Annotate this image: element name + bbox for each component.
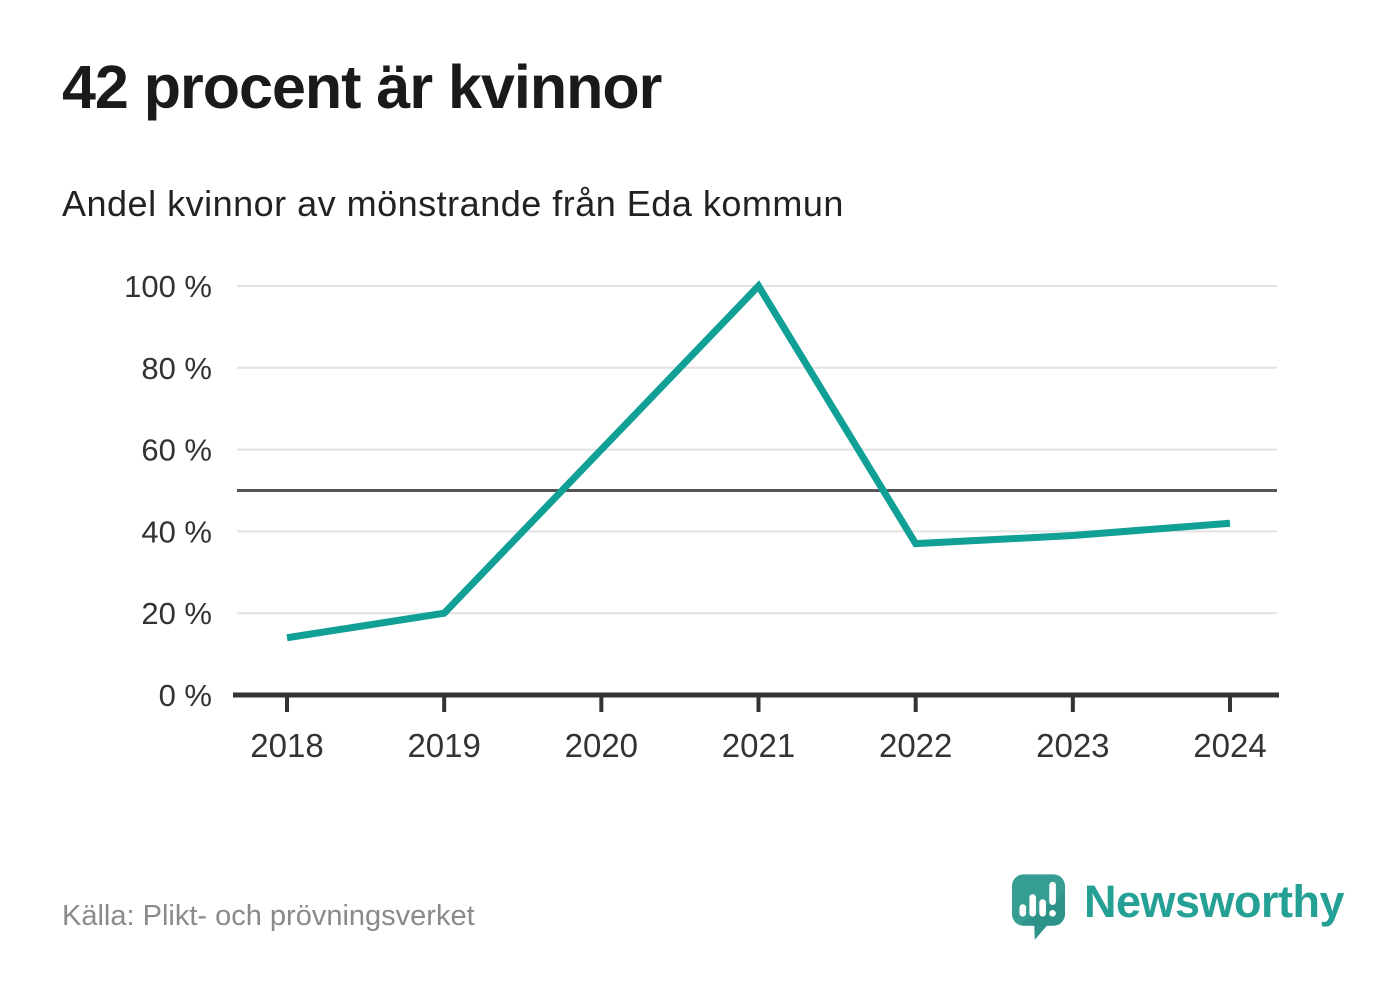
x-axis-tick-label: 2019 [407, 727, 480, 764]
logo-exclamation-dot [1049, 909, 1056, 917]
page-title: 42 procent är kvinnor [62, 53, 662, 121]
source-text: Källa: Plikt- och prövningsverket [62, 900, 475, 932]
y-axis-tick-label: 60 % [141, 433, 212, 468]
line-chart: 0 % 20 % 40 % 60 % 80 % 100 % 2018 2019 2020 2021… [0, 252, 1382, 797]
x-axis-tick-label: 2022 [879, 727, 952, 764]
data-line [286, 280, 1231, 642]
x-axis-tick-label: 2018 [250, 727, 323, 764]
brand-logo: Newsworthy [1012, 874, 1345, 941]
logo-bar-3 [1039, 899, 1046, 917]
y-axis-tick-label: 20 % [141, 596, 212, 631]
chart-canvas: 0 % 20 % 40 % 60 % 80 % 100 % 2018 2019 2020 2021… [124, 269, 1279, 764]
y-axis-tick-label: 0 % [159, 678, 212, 713]
chart-subtitle: Andel kvinnor av mönstrande från Eda kom… [62, 183, 844, 224]
newsworthy-icon [1012, 874, 1065, 940]
logo-exclamation-bar [1049, 881, 1056, 906]
logo-bar-2 [1029, 894, 1037, 917]
x-axis-tick-label: 2020 [565, 727, 638, 764]
y-axis-tick-label: 40 % [141, 514, 212, 549]
x-axis-tick-label: 2024 [1193, 727, 1266, 764]
y-axis-tick-label: 80 % [141, 351, 212, 386]
x-axis-tick-label: 2021 [722, 727, 795, 764]
x-axis-tick-label: 2023 [1036, 727, 1109, 764]
brand-name: Newsworthy [1084, 876, 1345, 927]
y-axis-tick-label: 100 % [124, 269, 212, 304]
logo-bar-1 [1019, 904, 1027, 917]
